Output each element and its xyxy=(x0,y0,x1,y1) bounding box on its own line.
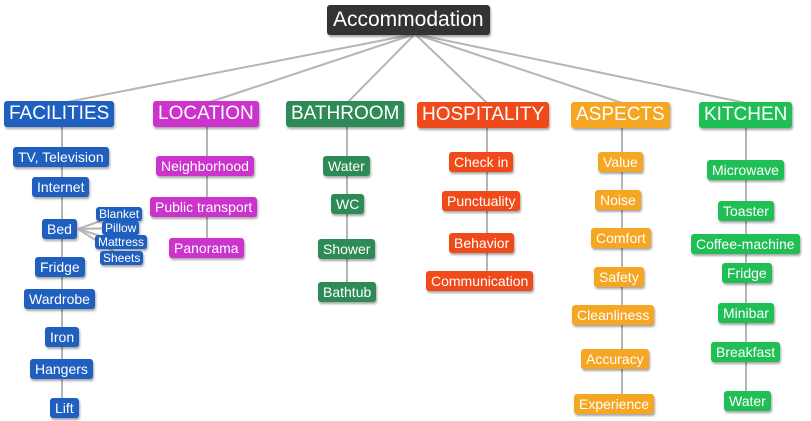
hospitality-item: Communication xyxy=(426,271,534,291)
category-kitchen: KITCHEN xyxy=(699,102,793,128)
location-item: Panorama xyxy=(169,238,244,258)
kitchen-item: Water xyxy=(724,391,771,411)
facilities-item: Fridge xyxy=(35,257,85,277)
kitchen-item: Breakfast xyxy=(711,342,781,362)
category-bathroom: BATHROOM xyxy=(286,101,405,127)
category-aspects: ASPECTS xyxy=(571,102,670,128)
bathroom-item: Shower xyxy=(318,239,376,259)
bathroom-item: WC xyxy=(331,194,365,214)
location-item: Public transport xyxy=(150,197,258,217)
facilities-item: Iron xyxy=(45,327,80,347)
category-facilities: FACILITIES xyxy=(4,101,115,127)
aspects-item: Noise xyxy=(595,190,641,210)
bathroom-item: Water xyxy=(323,156,370,176)
facilities-item: Hangers xyxy=(30,359,93,379)
category-location: LOCATION xyxy=(153,101,259,127)
bed-subitem: Sheets xyxy=(100,251,144,265)
kitchen-item: Toaster xyxy=(718,201,774,221)
category-hospitality: HOSPITALITY xyxy=(417,102,550,128)
hospitality-item: Punctuality xyxy=(442,191,521,211)
bathroom-item: Bathtub xyxy=(318,282,377,302)
facilities-item: Lift xyxy=(50,398,79,418)
root-node: Accommodation xyxy=(327,5,490,35)
aspects-item: Accuracy xyxy=(581,349,649,369)
aspects-item: Cleanliness xyxy=(572,305,655,325)
facilities-item: Bed xyxy=(42,219,77,239)
bed-subitem: Pillow xyxy=(102,221,140,235)
facilities-item: Wardrobe xyxy=(24,289,95,309)
kitchen-item: Fridge xyxy=(722,263,772,283)
hospitality-item: Behavior xyxy=(449,233,515,253)
bed-subitem: Blanket xyxy=(96,207,143,221)
location-item: Neighborhood xyxy=(156,156,254,176)
aspects-item: Experience xyxy=(574,394,655,414)
aspects-item: Comfort xyxy=(591,228,651,248)
kitchen-item: Microwave xyxy=(707,160,784,180)
kitchen-item: Coffee-machine xyxy=(691,234,800,254)
hospitality-item: Check in xyxy=(449,152,514,172)
facilities-item: TV, Television xyxy=(13,147,109,167)
aspects-item: Safety xyxy=(594,267,644,287)
bed-subitem: Mattress xyxy=(95,235,148,249)
kitchen-item: Minibar xyxy=(718,303,774,323)
aspects-item: Value xyxy=(598,152,643,172)
facilities-item: Internet xyxy=(32,177,90,197)
